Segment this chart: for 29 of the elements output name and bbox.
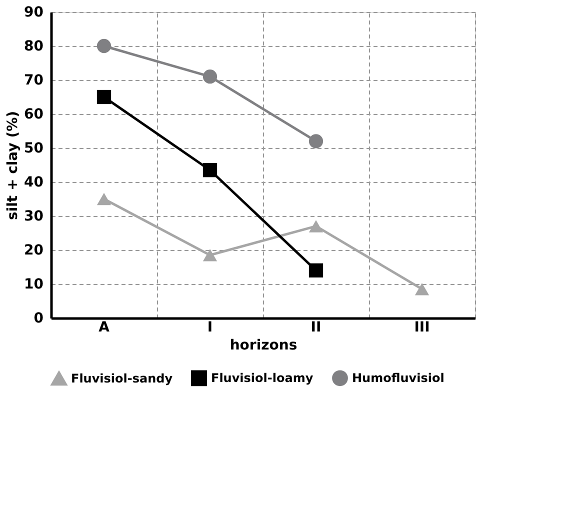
point [96, 38, 112, 54]
point [308, 263, 324, 278]
point [96, 192, 112, 206]
point [202, 163, 218, 178]
y-tick-label: 90 [24, 4, 44, 20]
y-tick-label: 0 [34, 310, 44, 326]
y-tick-label: 40 [24, 174, 44, 190]
y-tick-label: 60 [24, 106, 44, 122]
y-tick-label: 10 [24, 276, 44, 292]
y-tick-label: 20 [24, 242, 44, 258]
x-tick-label: II [310, 320, 322, 336]
x-axis-title: horizons [230, 338, 298, 354]
legend-label: Humofluvisiol [352, 371, 444, 386]
x-tick-label: I [207, 320, 213, 336]
y-tick-label: 30 [24, 208, 44, 224]
point [202, 70, 218, 84]
x-tick-label: A [98, 320, 110, 336]
point [414, 282, 430, 296]
y-axis-title: silt + clay (%) [5, 110, 22, 220]
point [308, 220, 324, 232]
y-tick-label: 80 [24, 38, 44, 54]
point [308, 134, 324, 148]
y-tick-label: 70 [24, 72, 44, 88]
y-tick-label: 50 [24, 140, 44, 156]
point [96, 90, 112, 104]
x-tick-label: III [414, 320, 430, 336]
legend-label: Fluvisiol-loamy [211, 371, 314, 386]
point [202, 248, 218, 262]
legend-label: Fluvisiol-sandy [71, 372, 173, 386]
